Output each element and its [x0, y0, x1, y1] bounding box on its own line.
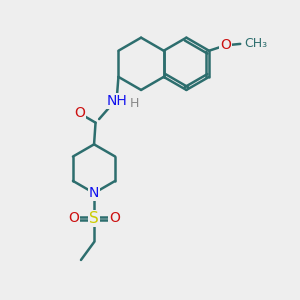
Text: NH: NH — [106, 94, 127, 108]
Text: N: N — [89, 186, 99, 200]
Text: O: O — [68, 212, 79, 225]
Text: CH₃: CH₃ — [245, 38, 268, 50]
Text: S: S — [89, 211, 99, 226]
Text: H: H — [130, 97, 139, 110]
Text: O: O — [220, 38, 231, 52]
Text: O: O — [74, 106, 85, 120]
Text: O: O — [110, 212, 120, 225]
